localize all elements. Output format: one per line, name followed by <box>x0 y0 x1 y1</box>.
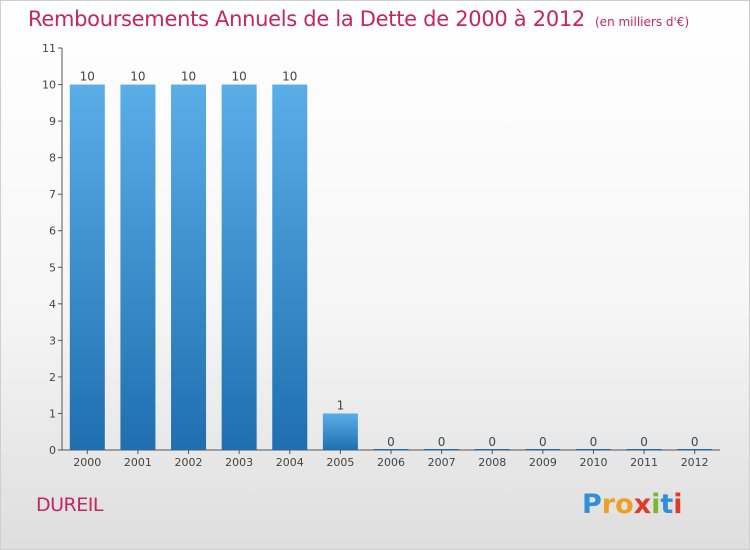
bar <box>221 84 257 450</box>
y-tick-label: 3 <box>49 334 56 347</box>
logo-letter: o <box>615 489 634 520</box>
title-main: Remboursements Annuels de la Dette de 20… <box>28 7 585 31</box>
bar <box>171 84 207 450</box>
data-label: 0 <box>539 435 547 449</box>
labels: 0123456789101120001020011020021020031020… <box>42 42 709 469</box>
x-tick-label: 2001 <box>124 456 152 469</box>
data-label: 10 <box>282 70 297 84</box>
bar <box>322 413 358 450</box>
y-tick-label: 7 <box>49 188 56 201</box>
bar <box>120 84 156 450</box>
data-label: 1 <box>337 398 345 412</box>
x-tick-label: 2011 <box>630 456 658 469</box>
y-tick-label: 1 <box>49 407 56 420</box>
data-label: 10 <box>80 70 95 84</box>
y-tick-label: 11 <box>42 42 56 55</box>
y-tick-label: 0 <box>49 444 56 457</box>
data-label: 0 <box>590 435 598 449</box>
x-tick-label: 2005 <box>326 456 354 469</box>
x-tick-label: 2006 <box>377 456 405 469</box>
chart-title: Remboursements Annuels de la Dette de 20… <box>28 7 689 31</box>
x-tick-label: 2000 <box>73 456 101 469</box>
bar <box>69 84 105 450</box>
y-tick-label: 2 <box>49 371 56 384</box>
bar <box>272 84 308 450</box>
logo-letter: i <box>651 489 661 520</box>
data-label: 0 <box>438 435 446 449</box>
x-tick-label: 2007 <box>428 456 456 469</box>
data-label: 0 <box>488 435 496 449</box>
data-label: 0 <box>691 435 699 449</box>
logo-letter: r <box>601 489 616 520</box>
bars <box>69 84 713 450</box>
data-label: 0 <box>640 435 648 449</box>
x-tick-label: 2004 <box>276 456 304 469</box>
proxiti-logo: Proxiti <box>582 489 683 520</box>
title-unit: (en milliers d'€) <box>595 15 690 29</box>
x-tick-label: 2002 <box>175 456 203 469</box>
x-tick-label: 2003 <box>225 456 253 469</box>
data-label: 10 <box>181 70 196 84</box>
y-tick-label: 6 <box>49 225 56 238</box>
y-tick-label: 10 <box>42 79 56 92</box>
logo-letter: x <box>633 489 652 520</box>
x-tick-label: 2008 <box>478 456 506 469</box>
y-tick-label: 5 <box>49 261 56 274</box>
data-label: 10 <box>232 70 247 84</box>
logo-letter: P <box>582 489 602 520</box>
data-label: 10 <box>130 70 145 84</box>
logo-letter: i <box>673 489 683 520</box>
commune-name: DUREIL <box>36 494 103 516</box>
y-tick-label: 9 <box>49 115 56 128</box>
y-tick-label: 8 <box>49 152 56 165</box>
x-tick-label: 2009 <box>529 456 557 469</box>
x-tick-label: 2010 <box>579 456 607 469</box>
logo-letter: t <box>660 489 674 520</box>
x-tick-label: 2012 <box>681 456 709 469</box>
y-tick-label: 4 <box>49 298 56 311</box>
axes <box>58 47 720 454</box>
data-label: 0 <box>387 435 395 449</box>
